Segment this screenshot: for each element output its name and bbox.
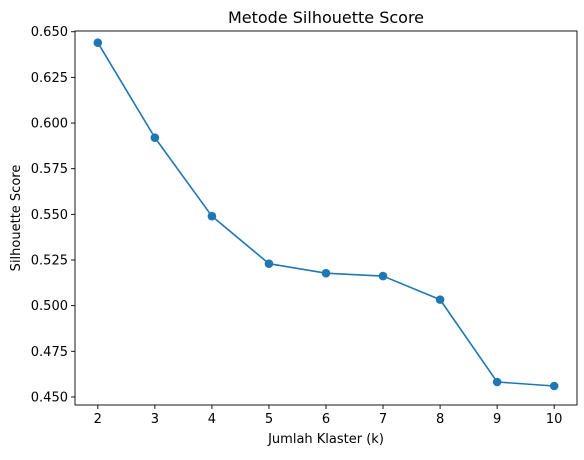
- data-point: [150, 133, 160, 142]
- y-tick-label: 0.625: [31, 71, 68, 86]
- y-tick-label: 0.550: [31, 208, 68, 223]
- y-tick-label: 0.450: [31, 390, 68, 405]
- x-tick-label: 9: [493, 412, 501, 427]
- x-tick-label: 5: [265, 412, 273, 427]
- x-tick-label: 4: [208, 412, 216, 427]
- y-tick-label: 0.600: [31, 117, 68, 132]
- y-tick-label: 0.650: [31, 25, 68, 40]
- y-tick-label: 0.500: [31, 299, 68, 314]
- x-tick-label: 8: [436, 412, 444, 427]
- data-point: [549, 381, 559, 391]
- data-point: [435, 295, 445, 304]
- data-point: [264, 259, 274, 268]
- chart-title: Metode Silhouette Score: [228, 8, 424, 27]
- x-axis-ticks: 2 3 4 5 6 7 8 9 10: [94, 405, 563, 427]
- data-point: [492, 377, 502, 387]
- y-axis-label: Silhouette Score: [9, 165, 24, 272]
- series-silhouette-score: [93, 38, 559, 391]
- data-point: [378, 271, 388, 281]
- x-tick-label: 6: [322, 412, 330, 427]
- y-tick-label: 0.575: [31, 162, 68, 177]
- series-line: [97, 42, 555, 387]
- x-axis-label: Jumlah Klaster (k): [267, 432, 384, 447]
- y-axis-ticks: 0.450 0.475 0.500 0.525 0.550 0.575 0.600 0.625…: [31, 25, 75, 405]
- data-point: [321, 268, 331, 278]
- y-tick-label: 0.475: [31, 345, 68, 360]
- x-tick-label: 3: [151, 412, 159, 427]
- data-point: [93, 38, 103, 47]
- x-tick-label: 7: [379, 412, 387, 427]
- x-tick-label: 10: [546, 412, 563, 427]
- y-tick-label: 0.525: [31, 254, 68, 269]
- data-point: [207, 211, 217, 221]
- plot-area-frame: [74, 30, 578, 406]
- x-tick-label: 2: [94, 412, 102, 427]
